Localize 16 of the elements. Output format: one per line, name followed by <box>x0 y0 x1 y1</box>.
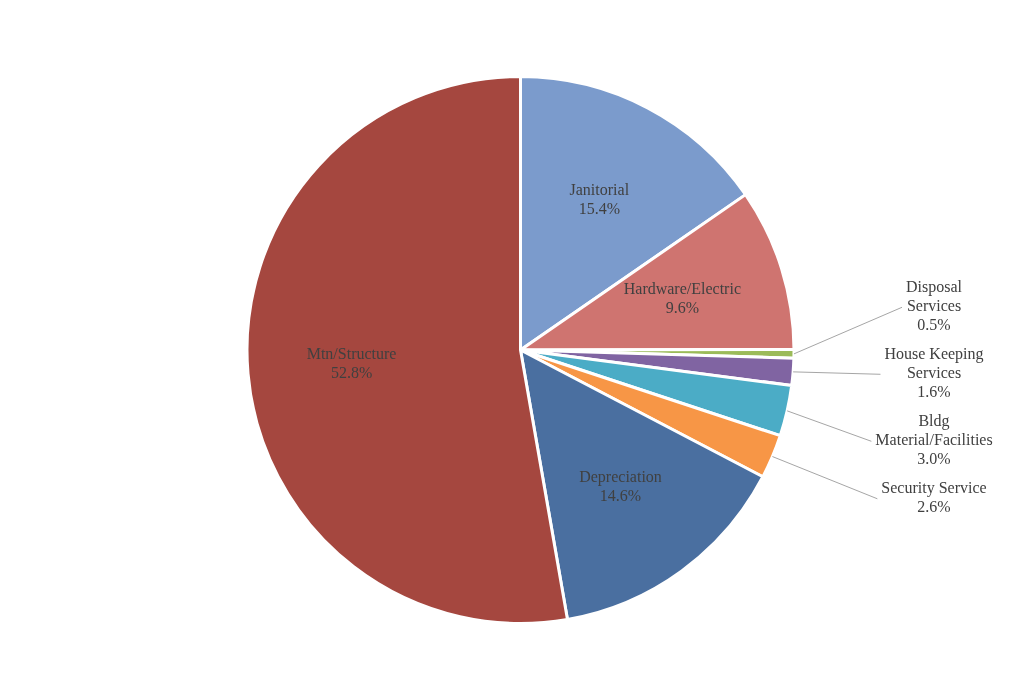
data-label: 1.6% <box>917 383 951 401</box>
slice-label: Disposal Services <box>906 278 963 315</box>
slice-label: House Keeping Services <box>884 345 984 382</box>
slice-label: Bldg Material/Facilities <box>875 412 993 449</box>
data-label: 2.6% <box>917 498 951 516</box>
data-label: 0.5% <box>917 316 951 334</box>
slice-label: Hardware/Electric <box>623 280 741 298</box>
slice-label: Janitorial <box>569 180 630 198</box>
slice-label: Depreciation <box>579 467 662 486</box>
slice-label: Security Service <box>881 479 987 498</box>
data-label: 14.6% <box>599 486 642 504</box>
data-label: 9.6% <box>665 299 700 317</box>
data-label: 15.4% <box>578 199 620 217</box>
slice-label: Mtn/Structure <box>306 345 397 363</box>
data-label: 3.0% <box>917 450 951 468</box>
data-label: 52.8% <box>330 364 373 382</box>
